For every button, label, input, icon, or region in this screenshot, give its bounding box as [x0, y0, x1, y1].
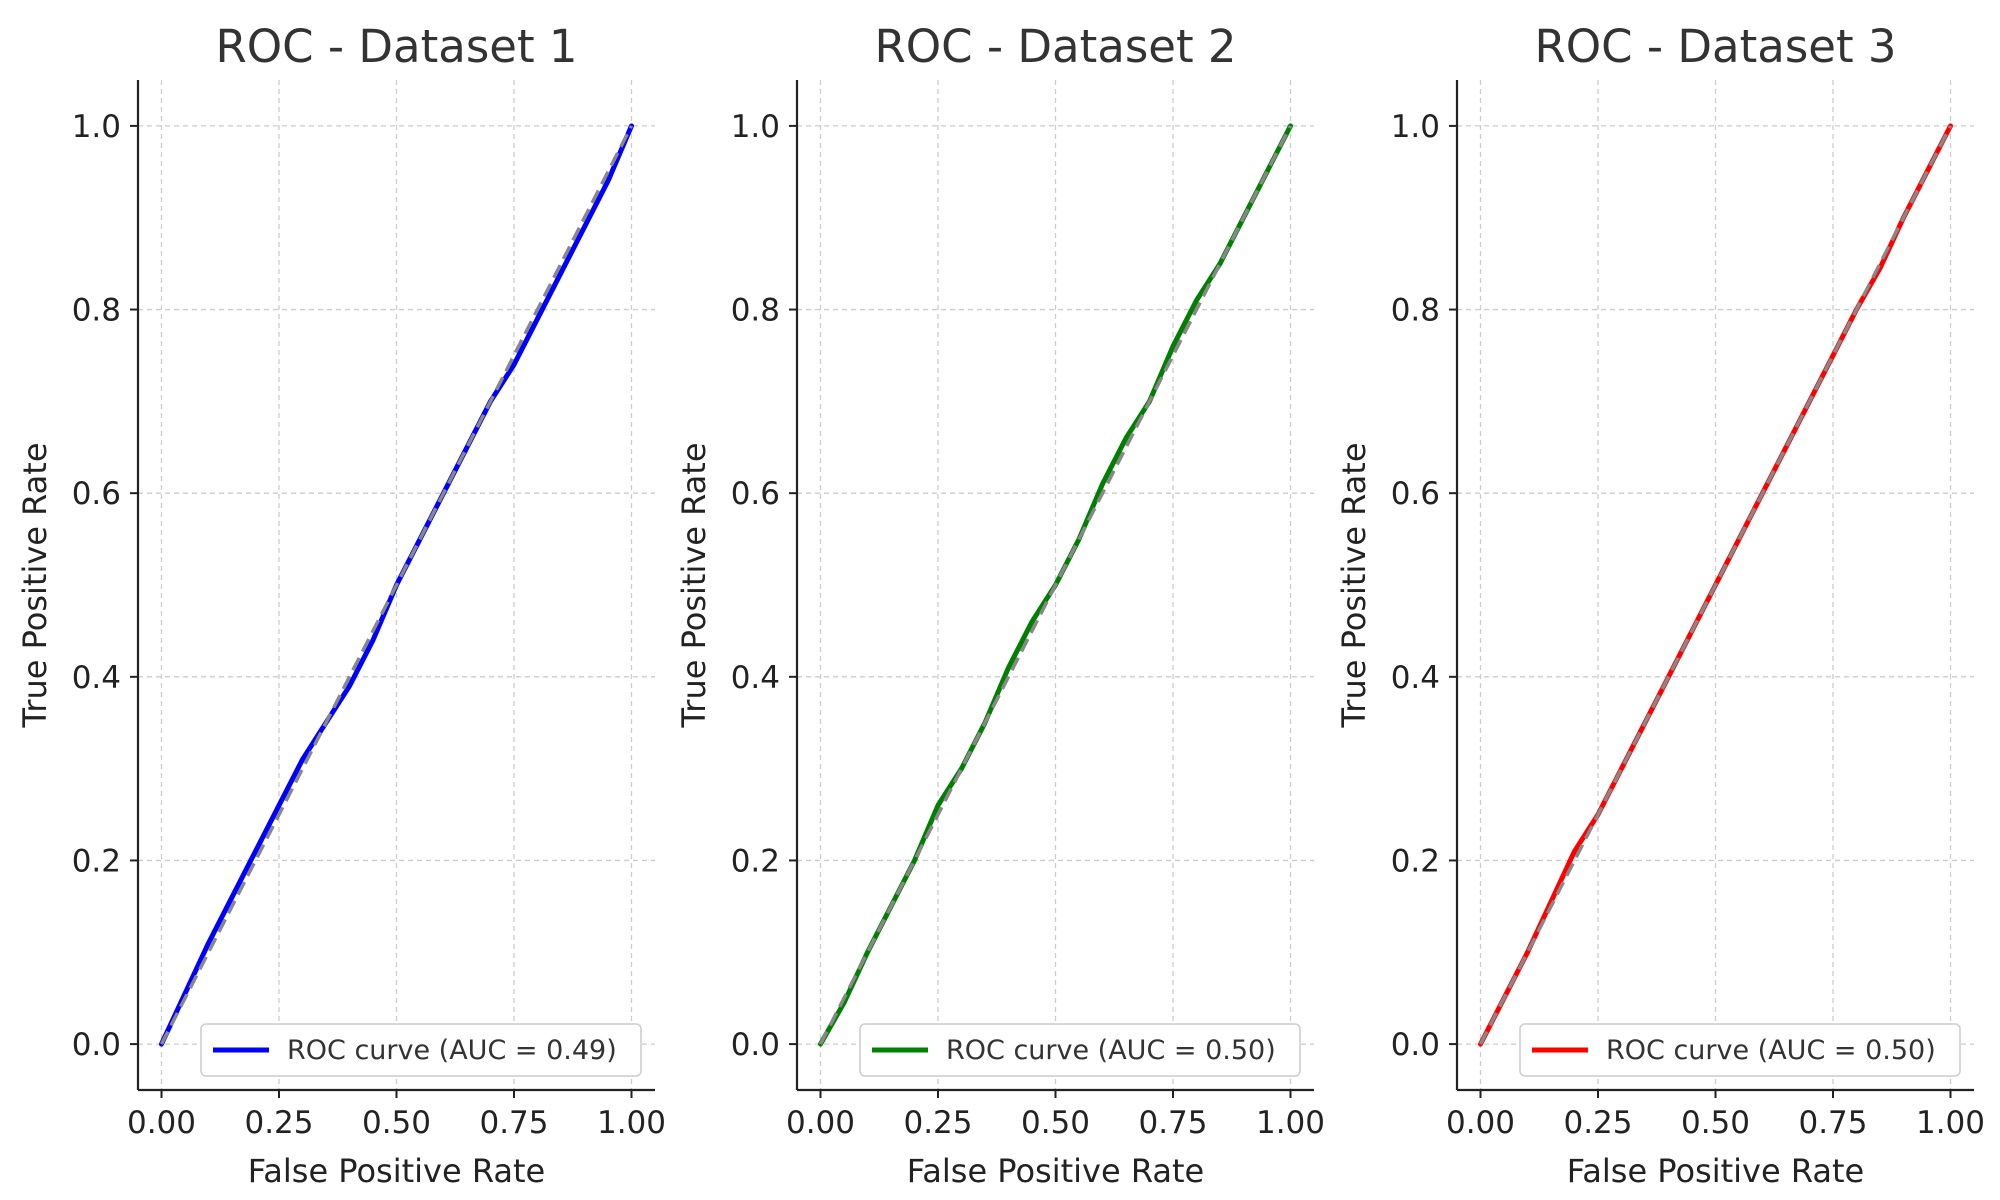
x-tick-label: 1.00	[1256, 1105, 1325, 1141]
legend: ROC curve (AUC = 0.49)	[200, 1023, 642, 1077]
legend-box	[1519, 1023, 1961, 1077]
legend-box	[200, 1023, 642, 1077]
legend: ROC curve (AUC = 0.50)	[859, 1023, 1301, 1077]
roc-panel-dataset-3: 0.00 0.25 0.50 0.75 1.00 0.0 0.2 0.4 0.6 0.8 1.0 RO…	[1335, 20, 1985, 1190]
x-tick-label: 0.50	[1021, 1105, 1090, 1141]
legend-box	[859, 1023, 1301, 1077]
y-tick-label: 1.0	[1391, 109, 1440, 145]
x-tick-label: 0.25	[1563, 1105, 1632, 1141]
y-tick-label: 1.0	[72, 109, 121, 145]
y-tick-label: 0.0	[1391, 1027, 1440, 1063]
chance-diagonal-line	[159, 125, 634, 1045]
x-tick-label: 1.00	[597, 1105, 666, 1141]
chart-title: ROC - Dataset 1	[215, 20, 577, 73]
x-axis-label: False Positive Rate	[1567, 1152, 1864, 1190]
legend-label: ROC curve (AUC = 0.50)	[946, 1035, 1276, 1066]
chart-title: ROC - Dataset 2	[874, 20, 1236, 73]
y-tick-label: 0.8	[72, 293, 121, 329]
chance-diagonal-line	[1478, 125, 1953, 1045]
x-tick-label: 0.75	[479, 1105, 548, 1141]
legend-label: ROC curve (AUC = 0.49)	[287, 1035, 617, 1066]
y-axis-label: True Positive Rate	[675, 442, 713, 728]
chance-diagonal-line	[818, 125, 1293, 1045]
roc-panel-dataset-2: 0.00 0.25 0.50 0.75 1.00 0.0 0.2 0.4 0.6 0.8 1.0 RO…	[675, 20, 1325, 1190]
y-tick-label: 0.0	[72, 1027, 121, 1063]
y-tick-label: 0.4	[1391, 660, 1440, 696]
y-tick-label: 0.6	[1391, 476, 1440, 512]
legend-label: ROC curve (AUC = 0.50)	[1606, 1035, 1936, 1066]
y-tick-label: 0.4	[731, 660, 780, 696]
y-tick-label: 0.8	[1391, 293, 1440, 329]
x-tick-label: 0.75	[1798, 1105, 1867, 1141]
x-tick-label: 0.00	[127, 1105, 196, 1141]
x-tick-label: 0.25	[903, 1105, 972, 1141]
y-tick-label: 0.2	[72, 843, 121, 879]
chart-title: ROC - Dataset 3	[1534, 20, 1896, 73]
y-tick-label: 0.8	[731, 293, 780, 329]
y-tick-label: 0.0	[731, 1027, 780, 1063]
x-tick-label: 0.25	[244, 1105, 313, 1141]
legend: ROC curve (AUC = 0.50)	[1519, 1023, 1961, 1077]
roc-panel-dataset-1: 0.00 0.25 0.50 0.75 1.00 0.0 0.2 0.4 0.6 0.8 1.0 RO…	[16, 20, 666, 1190]
x-tick-label: 0.00	[1446, 1105, 1515, 1141]
y-tick-label: 0.4	[72, 660, 121, 696]
y-tick-label: 0.6	[731, 476, 780, 512]
x-tick-label: 0.00	[786, 1105, 855, 1141]
y-axis-label: True Positive Rate	[16, 442, 54, 728]
x-tick-label: 0.50	[362, 1105, 431, 1141]
y-tick-label: 0.2	[731, 843, 780, 879]
x-tick-label: 0.50	[1681, 1105, 1750, 1141]
y-tick-label: 0.2	[1391, 843, 1440, 879]
x-axis-label: False Positive Rate	[248, 1152, 545, 1190]
x-axis-label: False Positive Rate	[907, 1152, 1204, 1190]
y-tick-label: 1.0	[731, 109, 780, 145]
x-tick-label: 0.75	[1138, 1105, 1207, 1141]
y-axis-label: True Positive Rate	[1335, 442, 1373, 728]
y-tick-label: 0.6	[72, 476, 121, 512]
x-tick-label: 1.00	[1916, 1105, 1985, 1141]
